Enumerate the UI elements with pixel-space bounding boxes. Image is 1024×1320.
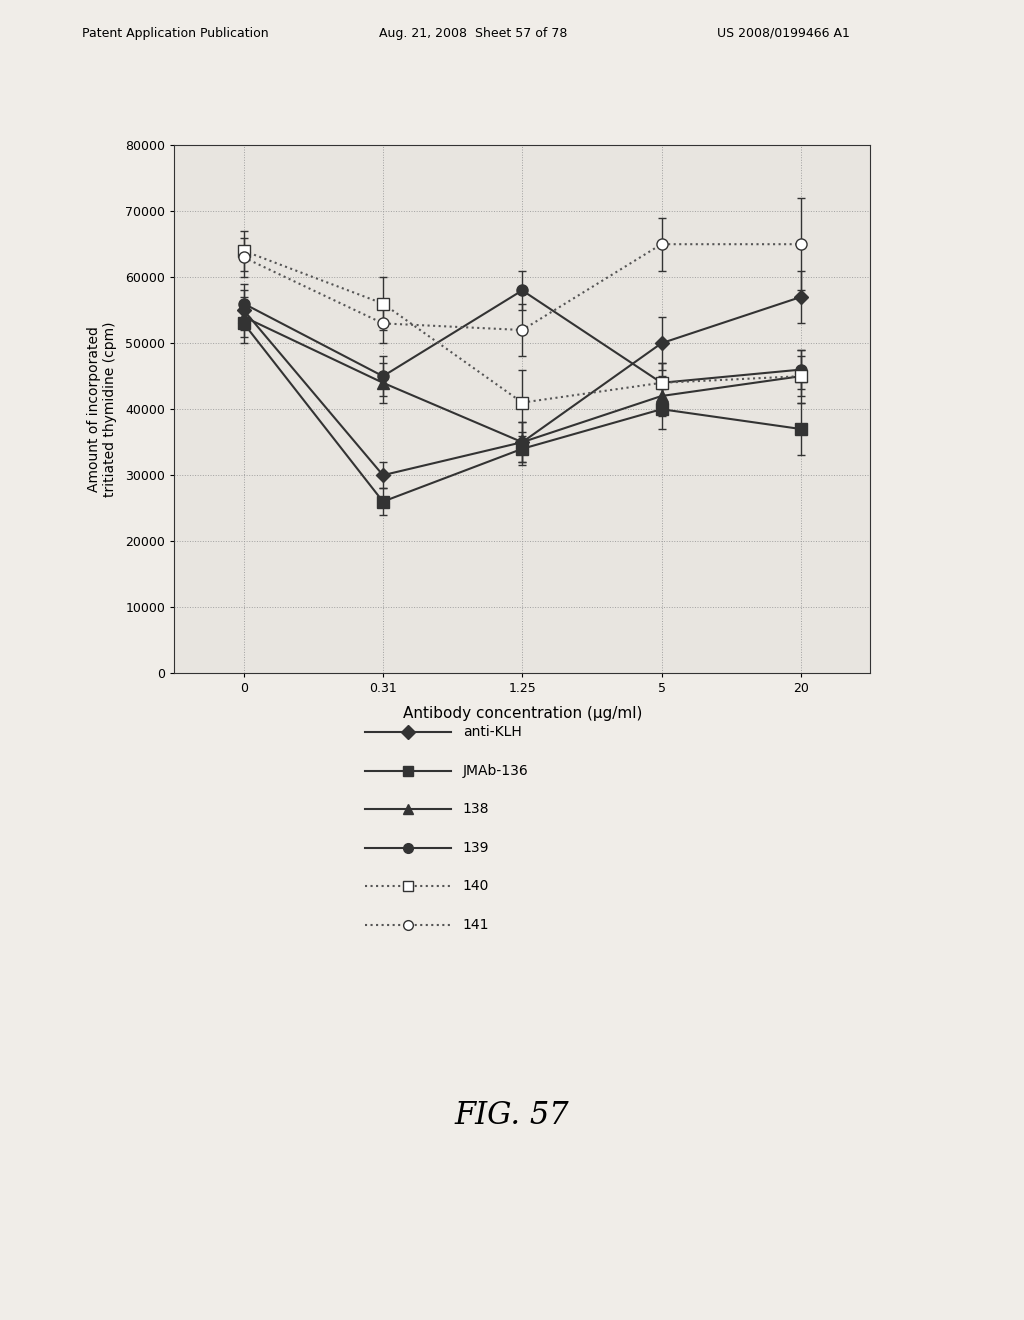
- Text: Aug. 21, 2008  Sheet 57 of 78: Aug. 21, 2008 Sheet 57 of 78: [379, 26, 567, 40]
- Text: Patent Application Publication: Patent Application Publication: [82, 26, 268, 40]
- X-axis label: Antibody concentration (μg/ml): Antibody concentration (μg/ml): [402, 706, 642, 721]
- Text: 139: 139: [463, 841, 489, 854]
- Text: 140: 140: [463, 879, 489, 894]
- Y-axis label: Amount of incorporated
tritiated thymidine (cpm): Amount of incorporated tritiated thymidi…: [86, 322, 117, 496]
- Text: 141: 141: [463, 917, 489, 932]
- Text: JMAb-136: JMAb-136: [463, 763, 528, 777]
- Text: 138: 138: [463, 803, 489, 816]
- Text: US 2008/0199466 A1: US 2008/0199466 A1: [717, 26, 850, 40]
- Text: FIG. 57: FIG. 57: [455, 1100, 569, 1131]
- Text: anti-KLH: anti-KLH: [463, 725, 521, 739]
